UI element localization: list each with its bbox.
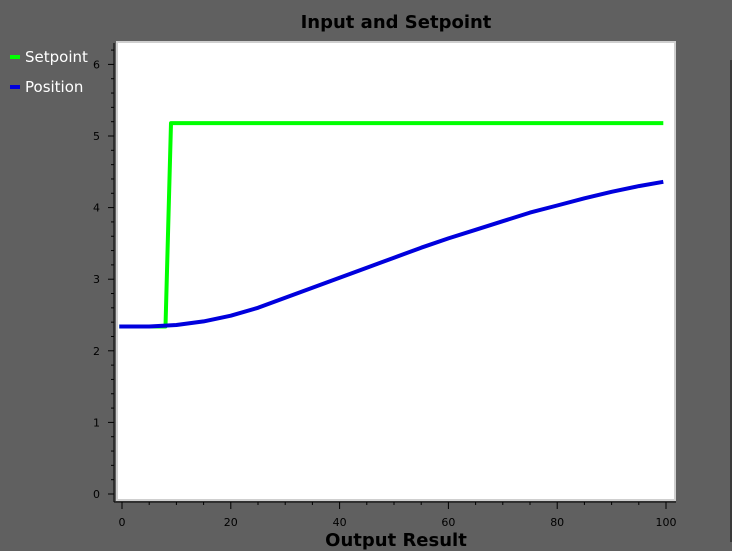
legend-item-setpoint[interactable]: Setpoint — [10, 42, 88, 72]
x-tick-label: 80 — [550, 516, 564, 529]
legend-item-position[interactable]: Position — [10, 72, 88, 102]
plot-area — [118, 43, 674, 499]
x-tick-label: 0 — [119, 516, 126, 529]
legend-swatch-setpoint — [10, 55, 20, 59]
y-tick-label: 6 — [93, 58, 100, 71]
series-line-position — [119, 179, 664, 329]
y-tick-label: 1 — [93, 416, 100, 429]
x-tick-label: 20 — [224, 516, 238, 529]
x-tick-label: 60 — [441, 516, 455, 529]
legend-label-setpoint: Setpoint — [25, 48, 88, 66]
y-tick-label: 2 — [93, 345, 100, 358]
y-tick-label: 0 — [93, 488, 100, 501]
legend-swatch-position — [10, 85, 20, 89]
x-axis-ticks: 0 20 40 60 80 100 — [119, 502, 677, 529]
legend-label-position: Position — [25, 78, 84, 96]
y-axis-ticks: 0 1 2 3 4 5 6 — [93, 49, 114, 501]
x-tick-label: 40 — [333, 516, 347, 529]
legend: Setpoint Position — [10, 42, 88, 102]
chart-title: Input and Setpoint — [300, 12, 492, 33]
y-tick-label: 3 — [93, 273, 100, 286]
series-layer — [119, 121, 664, 329]
y-tick-label: 5 — [93, 130, 100, 143]
x-tick-label: 100 — [656, 516, 677, 529]
y-tick-label: 4 — [93, 202, 100, 215]
x-axis-title: Output Result — [325, 530, 467, 551]
window-edge — [730, 60, 732, 542]
